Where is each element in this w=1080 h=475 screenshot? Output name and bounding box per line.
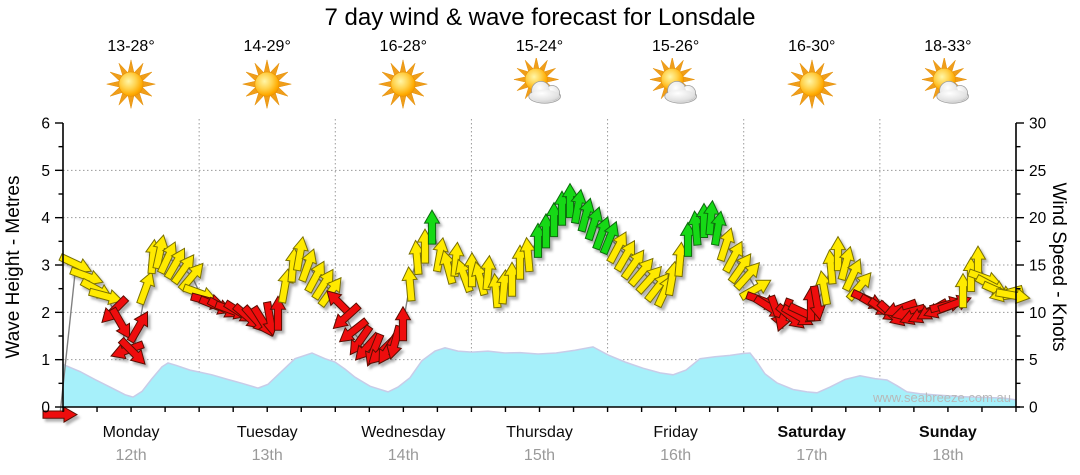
day-header: 18-33° [900, 38, 996, 119]
wind-arrow [722, 240, 744, 274]
wave-tick-label: 4 [41, 210, 50, 227]
axis-ticks [55, 122, 1024, 412]
wind-tick-label: 25 [1029, 163, 1046, 180]
wind-arrow [710, 210, 727, 247]
day-temperature: 13-28° [107, 38, 155, 55]
wind-arrow [841, 258, 863, 293]
cloud-shape [936, 80, 969, 104]
day-date: 17th [796, 447, 828, 464]
sun-shape [106, 59, 156, 109]
wind-tick-label: 20 [1029, 210, 1047, 227]
day-name: Monday [102, 424, 160, 441]
wind-arrow [837, 245, 855, 282]
wind-arrow [599, 220, 620, 256]
day-date: 18th [932, 447, 964, 464]
day-temperature: 15-26° [651, 38, 700, 55]
wind-arrow [298, 248, 318, 283]
sunny-icon [379, 59, 428, 109]
wind-arrow [432, 236, 449, 273]
wind-arrow [292, 235, 309, 272]
day-temperature: 16-28° [379, 38, 427, 55]
wave-tick-label: 0 [41, 400, 50, 417]
day-temperature: 15-24° [515, 38, 564, 55]
sun-shape [242, 59, 292, 109]
sunny-icon [242, 59, 292, 109]
day-name: Friday [653, 424, 698, 441]
wind-arrow [716, 227, 736, 263]
wind-arrows [42, 182, 1031, 423]
wind-arrow [177, 262, 204, 293]
wind-arrow [338, 317, 370, 343]
day-date: 14th [387, 447, 419, 464]
day-name: Sunday [919, 424, 977, 441]
wind-arrow [809, 284, 826, 321]
wind-arrow [332, 302, 362, 330]
day-header: 13-28° [83, 38, 179, 119]
cloud-shape [664, 80, 697, 104]
day-header: 16-28° [355, 38, 451, 119]
day-header: 14-29° [219, 38, 315, 119]
wind-arrow [108, 306, 131, 340]
wind-arrow [401, 265, 419, 302]
wind-tick-label: 10 [1029, 305, 1047, 322]
wind-tick-label: 5 [1029, 352, 1038, 369]
wave-tick-label: 3 [41, 258, 50, 275]
day-date: 12th [115, 447, 147, 464]
axis-tick-labels: 0 1 2 3 4 5 6 0 5 10 15 20 25 30 [41, 116, 1046, 417]
day-name: Wednesday [361, 424, 446, 441]
day-header: 15-24° [492, 38, 588, 119]
wind-arrow [829, 235, 847, 272]
wind-arrow [269, 295, 287, 331]
wave-height-line [62, 346, 1017, 401]
sun-shape [787, 59, 837, 109]
day-temperature: 18-33° [924, 38, 972, 55]
wind-arrow [88, 287, 124, 306]
cloud-shape [527, 80, 561, 104]
page-title: 7 day wind & wave forecast for Lonsdale [324, 4, 756, 31]
partly-cloudy-icon [513, 57, 561, 104]
wave-tick-label: 1 [41, 352, 50, 369]
day-temperature: 16-30° [788, 38, 836, 55]
day-temperature: 14-29° [243, 38, 291, 55]
wave-height-area [63, 346, 1016, 407]
partly-cloudy-icon [921, 57, 969, 104]
wind-arrow [447, 241, 465, 278]
day-date: 16th [660, 447, 692, 464]
wind-tick-label: 0 [1029, 400, 1038, 417]
day-name: Thursday [506, 424, 573, 441]
sun-shape [379, 59, 428, 109]
right-axis-title: Wind Speed - Knots [1048, 182, 1069, 352]
wind-arrow [479, 254, 497, 291]
sunny-icon [787, 59, 837, 109]
wind-tick-label: 15 [1029, 258, 1046, 275]
wave-tick-label: 6 [41, 116, 50, 133]
wave-tick-label: 5 [41, 163, 50, 180]
sunny-icon [106, 59, 156, 109]
day-date: 15th [523, 447, 556, 464]
day-date: 13th [251, 447, 283, 464]
partly-cloudy-icon [649, 57, 697, 104]
wind-arrow [423, 209, 441, 245]
wind-arrow [394, 305, 412, 342]
wind-arrow [136, 270, 156, 306]
wind-arrow [733, 262, 761, 292]
day-header: 16-30° [764, 38, 860, 119]
wind-arrow [117, 336, 146, 365]
left-axis-title: Wave Height - Metres [3, 175, 24, 359]
wave-tick-label: 2 [41, 305, 50, 322]
wind-arrow [126, 310, 149, 344]
day-header: 15-26° [628, 38, 724, 119]
day-name: Tuesday [236, 424, 298, 441]
watermark: www.seabreeze.com.au [872, 390, 1011, 405]
day-name: Saturday [777, 424, 847, 441]
wind-tick-label: 30 [1029, 116, 1047, 133]
